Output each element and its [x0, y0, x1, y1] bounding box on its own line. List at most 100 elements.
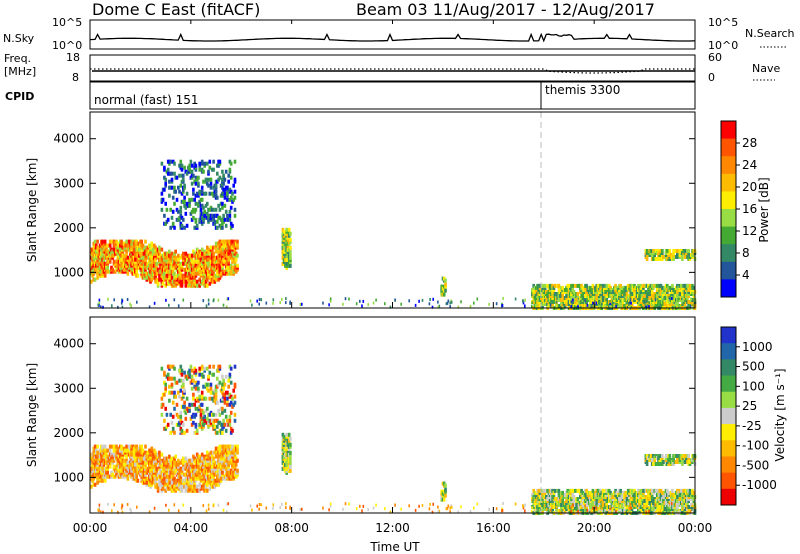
velocity-data-cell [177, 458, 180, 463]
power-data-cell [618, 288, 621, 292]
power-data-cell [214, 277, 218, 282]
velocity-data-cell [621, 490, 625, 495]
power-data-cell [649, 290, 653, 294]
velocity-data-cell [125, 444, 128, 449]
power-data-cell [469, 304, 472, 308]
power-data-cell [225, 305, 228, 309]
power-data-cell [687, 249, 690, 253]
velocity-data-cell [107, 458, 111, 463]
velocity-data-cell [233, 412, 237, 417]
power-data-cell [98, 301, 101, 305]
velocity-data-cell [227, 450, 230, 455]
power-data-cell [231, 239, 234, 244]
power-data-cell [676, 249, 679, 253]
power-data-cell [227, 179, 230, 184]
velocity-data-cell [232, 402, 235, 407]
power-data-cell [156, 253, 160, 258]
power-data-cell [171, 209, 175, 214]
freq-label-1: Freq. [4, 52, 31, 65]
power-data-cell [690, 297, 692, 301]
power-data-cell [681, 251, 684, 255]
power-data-cell [289, 301, 291, 305]
power-data-cell [232, 253, 235, 258]
velocity-data-cell [223, 444, 227, 449]
power-data-cell [329, 299, 332, 303]
power-data-cell [649, 283, 653, 288]
power-data-cell [450, 300, 453, 304]
velocity-data-cell [173, 476, 176, 481]
power-data-cell [642, 300, 645, 304]
power-data-cell [216, 219, 219, 224]
power-data-cell [194, 181, 198, 186]
velocity-data-cell [198, 366, 201, 371]
nsky-tick-top: 10^5 [52, 16, 82, 29]
power-data-cell [206, 201, 209, 206]
velocity-data-cell [101, 444, 104, 449]
velocity-data-cell [226, 396, 229, 401]
power-data-cell [200, 185, 204, 190]
velocity-data-cell [126, 460, 130, 465]
power-data-cell [221, 251, 224, 256]
power-data-cell [667, 298, 670, 302]
power-data-cell [233, 195, 237, 200]
velocity-data-cell [188, 402, 191, 407]
velocity-data-cell [212, 364, 215, 369]
velocity-data-cell [164, 386, 167, 391]
power-data-cell [616, 303, 619, 307]
power-data-cell [285, 301, 287, 305]
velocity-data-cell [444, 483, 447, 488]
cpid-label: CPID [5, 90, 34, 103]
power-data-cell [560, 298, 563, 302]
power-data-cell [188, 203, 191, 208]
power-data-cell [175, 197, 179, 202]
power-data-cell [692, 285, 696, 290]
velocity-data-cell [444, 493, 447, 498]
freq-tick-top: 18 [66, 51, 80, 64]
nsky-panel: N.Sky 10^5 10^0 10^5 10^0 N.Search [3, 16, 795, 52]
velocity-data-cell [200, 364, 204, 369]
power-data-cell [222, 173, 225, 178]
nave-label: Nave [752, 62, 780, 75]
power-data-cell [163, 187, 166, 192]
velocity-data-cell [183, 404, 186, 409]
velocity-data-cell [140, 444, 143, 449]
power-data-cell [598, 302, 601, 306]
velocity-data-cell [173, 458, 176, 463]
velocity-data-cell [223, 400, 227, 405]
power-data-cell [206, 161, 209, 166]
velocity-data-cell [188, 408, 191, 413]
velocity-data-cell [605, 493, 609, 497]
power-data-cell [400, 302, 402, 306]
power-data-cell [233, 177, 237, 182]
power-data-cell [299, 303, 302, 306]
power-data-cell [289, 245, 292, 250]
velocity-data-cell [164, 382, 167, 387]
velocity-data-cell [589, 493, 592, 497]
power-data-cell [141, 259, 145, 264]
power-data-cell [613, 305, 615, 309]
velocity-data-cell [93, 444, 97, 449]
power-data-cell [605, 298, 607, 302]
power-data-cell [233, 249, 237, 254]
power-data-cell [611, 290, 615, 294]
velocity-data-cell [618, 505, 621, 509]
power-data-cell [206, 177, 209, 182]
velocity-data-cell [228, 402, 232, 407]
velocity-data-cell [179, 364, 183, 369]
power-data-cell [96, 239, 99, 244]
power-data-cell [555, 300, 558, 304]
freq-tick-bottom: 8 [72, 71, 79, 84]
power-data-cell [668, 249, 672, 253]
velocity-data-cell [287, 432, 291, 437]
power-data-cell [272, 298, 275, 302]
power-data-cell [228, 167, 232, 172]
velocity-data-cell [209, 382, 213, 387]
power-data-cell [102, 255, 106, 260]
power-data-cell [149, 251, 152, 256]
velocity-data-cell [184, 458, 188, 463]
power-data-cell [105, 247, 108, 252]
power-data-cell [289, 263, 292, 268]
velocity-data-cell [127, 464, 131, 469]
power-data-cell [197, 175, 200, 180]
